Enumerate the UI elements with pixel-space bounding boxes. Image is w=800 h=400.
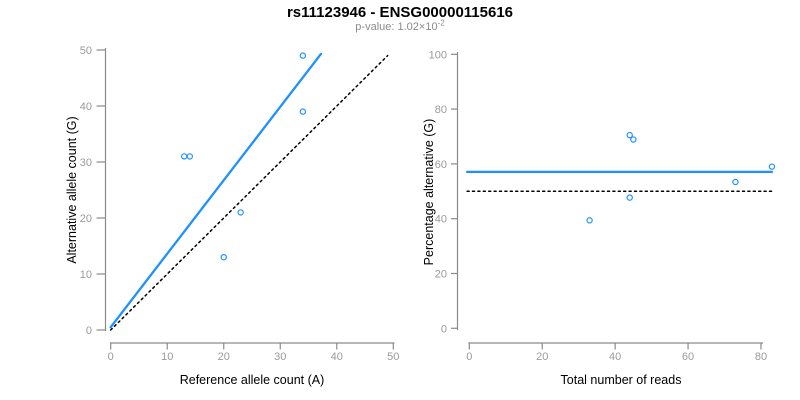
right-y-tick-label: 40 xyxy=(435,214,447,226)
left-y-tick-label: 50 xyxy=(80,45,92,57)
right-x-tick-label: 80 xyxy=(755,351,767,363)
right-x-axis-title: Total number of reads xyxy=(561,373,682,387)
figure-title: rs11123946 - ENSG00000115616 xyxy=(286,4,514,21)
right-y-tick-label: 0 xyxy=(441,323,447,335)
left-data-point xyxy=(180,153,188,160)
left-x-tick-label: 0 xyxy=(108,351,114,363)
regression-line xyxy=(109,52,323,329)
right-y-tick-label: 60 xyxy=(435,159,447,171)
left-data-point xyxy=(237,209,244,216)
right-data-point xyxy=(630,136,637,143)
right-x-tick-label: 60 xyxy=(682,351,694,363)
right-data-point xyxy=(768,163,776,170)
left-y-tick-label: 20 xyxy=(80,213,92,225)
right-data-point xyxy=(626,131,633,139)
left-data-point xyxy=(186,153,194,160)
right-x-tick-label: 20 xyxy=(536,351,548,363)
left-x-tick-label: 50 xyxy=(387,351,399,363)
left-x-tick-label: 20 xyxy=(218,351,230,363)
left-y-tick-label: 40 xyxy=(80,101,92,113)
identity-line xyxy=(109,54,389,331)
right-y-tick-label: 80 xyxy=(435,104,447,116)
left-y-tick-label: 10 xyxy=(80,269,92,281)
figure-subtitle: p-value: 1.02×10-2 xyxy=(0,18,800,33)
left-x-tick-label: 40 xyxy=(331,351,343,363)
right-data-point xyxy=(586,217,593,224)
left-x-tick-label: 30 xyxy=(274,351,286,363)
right-data-point xyxy=(626,194,633,201)
left-y-tick-label: 30 xyxy=(80,157,92,169)
left-y-tick-label: 0 xyxy=(86,325,92,337)
left-x-tick-label: 10 xyxy=(161,351,173,363)
pvalue-base: 1.02×10 xyxy=(397,21,438,33)
right-x-tick-label: 40 xyxy=(609,351,621,363)
right-y-tick-label: 20 xyxy=(435,269,447,281)
right-x-tick-label: 0 xyxy=(466,351,472,363)
right-y-axis-title: Percentage alternative (G) xyxy=(422,119,436,266)
left-data-point xyxy=(299,52,307,59)
left-data-point xyxy=(299,108,307,115)
right-data-point xyxy=(732,178,739,186)
left-y-axis-title: Alternative allele count (G) xyxy=(65,116,79,263)
left-data-point xyxy=(220,254,227,261)
left-x-axis-title: Reference allele count (A) xyxy=(180,373,325,387)
right-y-tick-label: 100 xyxy=(429,49,447,61)
pvalue-prefix: p-value: xyxy=(355,21,398,33)
pvalue-exponent: -2 xyxy=(437,18,445,28)
